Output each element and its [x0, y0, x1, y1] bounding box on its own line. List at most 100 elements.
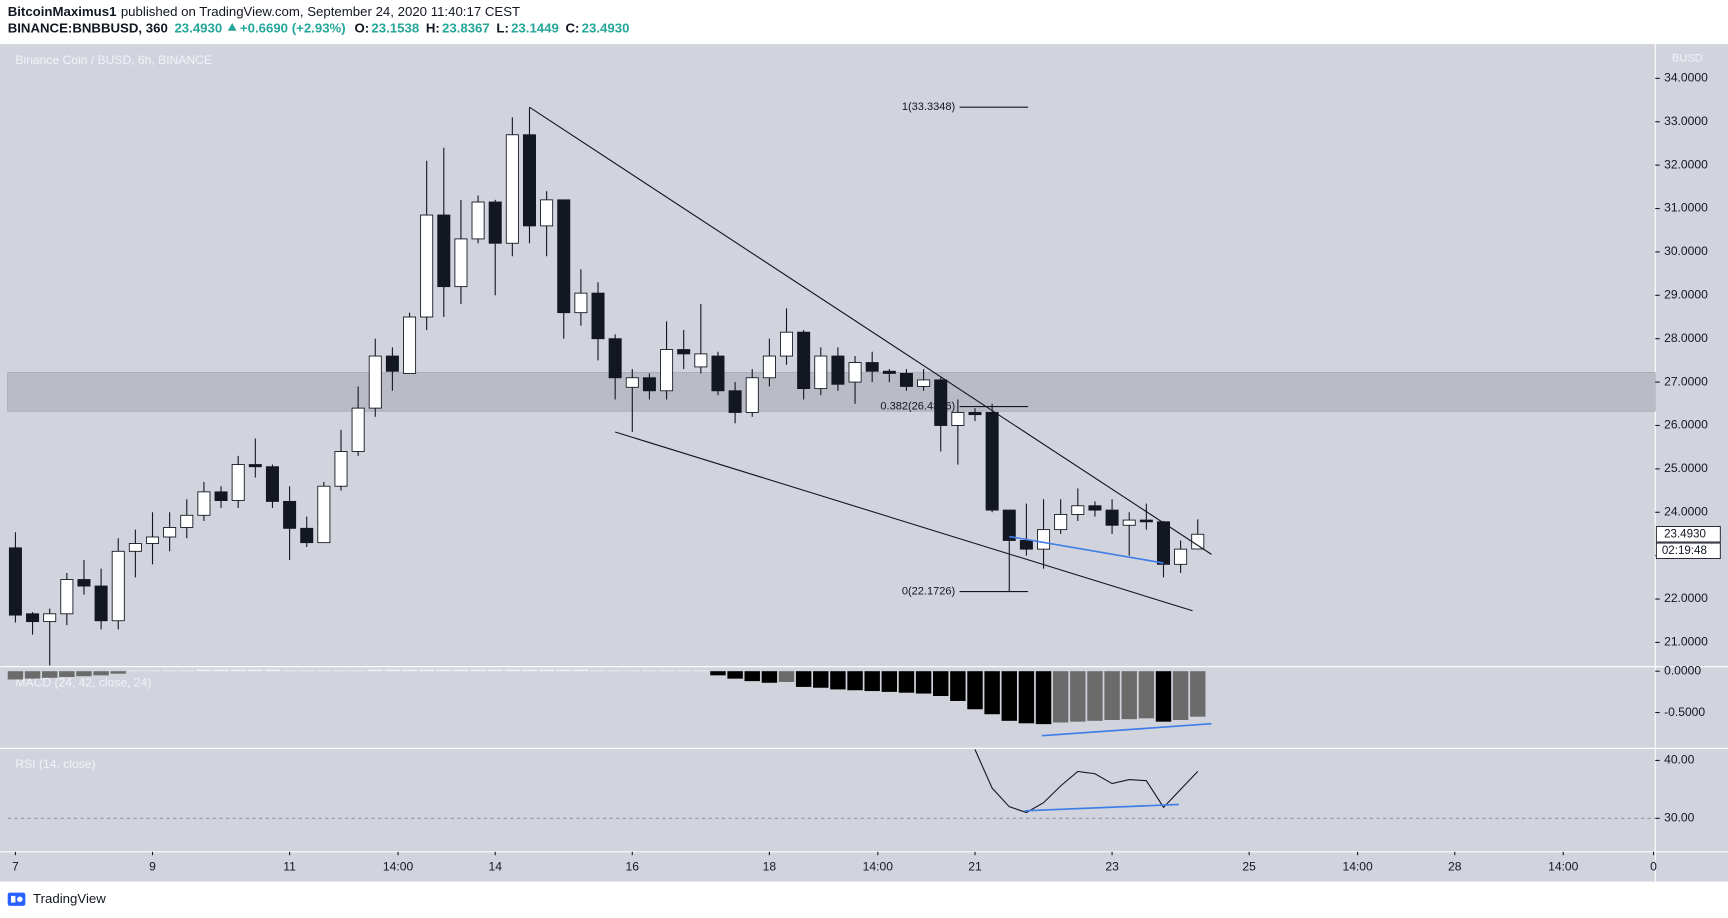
macd-bar: [350, 670, 366, 672]
candle-body: [248, 464, 262, 468]
candle-body: [625, 377, 639, 388]
macd-bar: [556, 669, 572, 672]
macd-bar: [727, 671, 743, 679]
candle-body: [882, 370, 896, 374]
candle-body: [1156, 521, 1170, 565]
candle-body: [1054, 513, 1068, 531]
x-tick-label: 14:00: [1548, 860, 1579, 874]
candle-body: [728, 390, 742, 413]
candle-body: [642, 377, 656, 392]
candle-body: [471, 201, 485, 240]
macd-bar: [213, 669, 229, 672]
macd-bar: [196, 669, 212, 672]
macd-bar: [761, 671, 778, 683]
candle-body: [26, 613, 40, 623]
macd-bar: [24, 671, 41, 679]
candle-body: [60, 579, 74, 615]
x-tick-label: 14:00: [383, 860, 414, 874]
candle-body: [608, 338, 622, 379]
macd-bar: [453, 669, 469, 672]
fib-label: 0(22.1726): [902, 585, 955, 597]
macd-bar: [504, 669, 521, 672]
macd-bar: [127, 670, 144, 672]
y-tick-label: 33.0000: [1664, 114, 1708, 128]
trendline: [1009, 535, 1164, 564]
candle-body: [488, 201, 502, 244]
macd-bar: [624, 670, 641, 672]
macd-bar: [847, 671, 863, 691]
x-tick-label: 18: [763, 860, 777, 874]
y-tick-label: 22.0000: [1664, 591, 1708, 605]
macd-bar: [675, 670, 692, 672]
ohlc-key: L:: [496, 20, 508, 35]
candle-body: [797, 331, 811, 390]
candle-body: [128, 543, 142, 552]
candle-body: [1037, 529, 1051, 550]
macd-bar: [607, 670, 623, 672]
macd-bar: [436, 669, 452, 672]
y-tick-label: 24.0000: [1664, 504, 1708, 518]
candle-body: [43, 613, 57, 623]
x-tick-label: 11: [283, 860, 296, 874]
candle-body: [1122, 519, 1136, 526]
macd-bar: [950, 671, 966, 701]
candle-body: [1174, 548, 1188, 565]
candle-body: [522, 134, 536, 227]
macd-bar: [1035, 671, 1052, 725]
x-tick-label: 9: [149, 860, 156, 874]
macd-bar: [1104, 671, 1120, 720]
ohlc-value: 23.1538: [371, 20, 419, 35]
pane-title: Binance Coin / BUSD, 6h, BINANCE: [15, 53, 212, 67]
y-tick-label: 34.0000: [1664, 71, 1708, 85]
candle-body: [180, 514, 194, 528]
macd-bar: [1138, 671, 1155, 719]
x-tick-label: 14: [488, 860, 502, 874]
macd-bar: [693, 670, 709, 672]
macd-bar: [179, 670, 195, 672]
y-tick-label: 32.0000: [1664, 157, 1708, 171]
ohlc-value: 23.8367: [442, 20, 490, 35]
logo: [7, 892, 26, 906]
macd-bar: [384, 669, 401, 672]
x-tick-label: 21: [968, 860, 982, 874]
candle-body: [163, 527, 177, 538]
author[interactable]: BitcoinMaximus1: [8, 4, 117, 19]
macd-bar: [333, 670, 349, 672]
candle-body: [814, 355, 828, 390]
macd-bar: [299, 670, 315, 672]
macd-bar: [915, 671, 932, 694]
macd-bar: [1087, 671, 1103, 721]
y-tick-label: 31.0000: [1664, 201, 1708, 215]
candle-body: [677, 349, 691, 355]
candle-body: [111, 550, 125, 622]
macd-bar: [230, 669, 246, 672]
candle-body: [403, 316, 417, 374]
change: +0.6690 (+2.93%): [240, 20, 346, 35]
y-tick-label: 40.00: [1664, 753, 1695, 767]
macd-bar: [933, 671, 949, 697]
macd-bar: [144, 670, 161, 672]
footer-brand[interactable]: TradingView: [33, 891, 106, 906]
candle-body: [951, 412, 965, 426]
candle-body: [985, 412, 999, 511]
candle-body: [231, 464, 245, 501]
candle-body: [265, 466, 279, 502]
candle-body: [557, 199, 571, 314]
candle-body: [368, 355, 382, 409]
macd-bar: [813, 671, 829, 688]
macd-bar: [401, 669, 418, 672]
macd-bar: [264, 669, 281, 672]
macd-bar: [281, 670, 298, 672]
macd-bar: [710, 671, 726, 676]
macd-bar: [161, 670, 178, 672]
candle-body: [334, 451, 348, 487]
macd-bar: [1052, 671, 1069, 723]
candle-body: [317, 485, 331, 544]
last-price-label: 23.4930: [1664, 528, 1706, 540]
candle-body: [214, 491, 228, 501]
macd-bar: [881, 671, 898, 692]
y-tick-label: 25.0000: [1664, 461, 1708, 475]
x-tick-label: 0: [1650, 860, 1657, 874]
ohlc-key: O:: [355, 20, 370, 35]
